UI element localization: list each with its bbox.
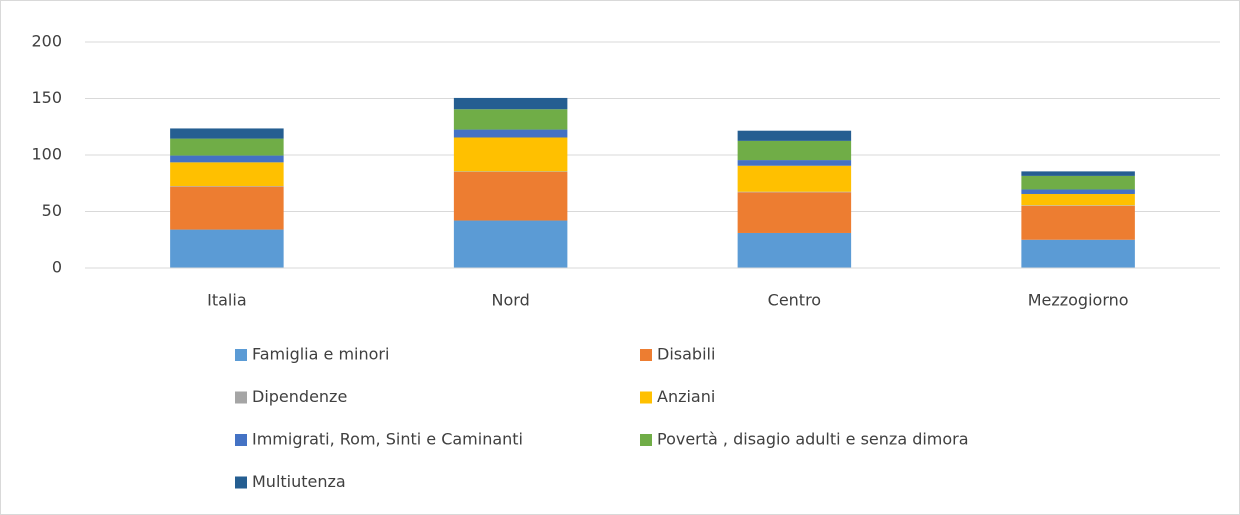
- bar-segment: [1021, 171, 1135, 176]
- legend-swatch: [640, 349, 652, 361]
- bar-segment: [1021, 189, 1135, 194]
- legend-swatch: [235, 391, 247, 404]
- bar-segment: [453, 129, 568, 138]
- y-tick-label: 150: [31, 88, 62, 107]
- bar-segment: [170, 186, 284, 230]
- y-tick-label: 0: [52, 258, 62, 277]
- bar-segment: [1021, 205, 1135, 206]
- bar-segment: [1021, 193, 1135, 206]
- bar-segment: [1021, 205, 1135, 240]
- x-tick-label: Mezzogiorno: [1028, 291, 1129, 310]
- legend-swatch: [235, 476, 247, 489]
- y-tick-label: 100: [31, 145, 62, 164]
- bar-segment: [737, 160, 852, 166]
- bar-segment: [170, 186, 284, 187]
- bar-segment: [737, 165, 852, 192]
- x-tick-label: Centro: [768, 291, 821, 310]
- x-tick-label: Nord: [492, 291, 530, 310]
- bar-segment: [453, 220, 568, 268]
- bar-segment: [737, 192, 852, 233]
- legend-label: Immigrati, Rom, Sinti e Caminanti: [252, 430, 523, 449]
- bar-segment: [737, 140, 852, 161]
- bar-segment: [1021, 239, 1135, 268]
- legend-swatch: [640, 434, 652, 446]
- bar-segment: [737, 232, 852, 268]
- bar-segment: [453, 171, 568, 221]
- y-tick-label: 50: [42, 201, 62, 220]
- bar-segment: [170, 138, 284, 156]
- legend-label: Multiutenza: [252, 472, 346, 491]
- bar-segment: [170, 128, 284, 139]
- y-tick-label: 200: [31, 32, 62, 51]
- bar-segment: [170, 155, 284, 163]
- legend-label: Anziani: [657, 387, 715, 406]
- bar-segment: [737, 191, 852, 193]
- legend-swatch: [235, 349, 247, 361]
- legend-swatch: [640, 391, 652, 404]
- legend-label: Famiglia e minori: [252, 345, 389, 364]
- bar-segment: [453, 109, 568, 130]
- legend-label: Povertà , disagio adulti e senza dimora: [657, 430, 969, 449]
- bar-segment: [1021, 175, 1135, 190]
- bar-segment: [737, 130, 852, 141]
- bar-segment: [170, 162, 284, 187]
- x-tick-label: Italia: [207, 291, 247, 310]
- bar-segment: [453, 137, 568, 172]
- legend-swatch: [235, 434, 247, 446]
- bar-segment: [453, 171, 568, 172]
- bar-segment: [453, 97, 568, 110]
- bar-segment: [170, 229, 284, 268]
- legend-label: Dipendenze: [252, 387, 347, 406]
- legend-label: Disabili: [657, 345, 715, 364]
